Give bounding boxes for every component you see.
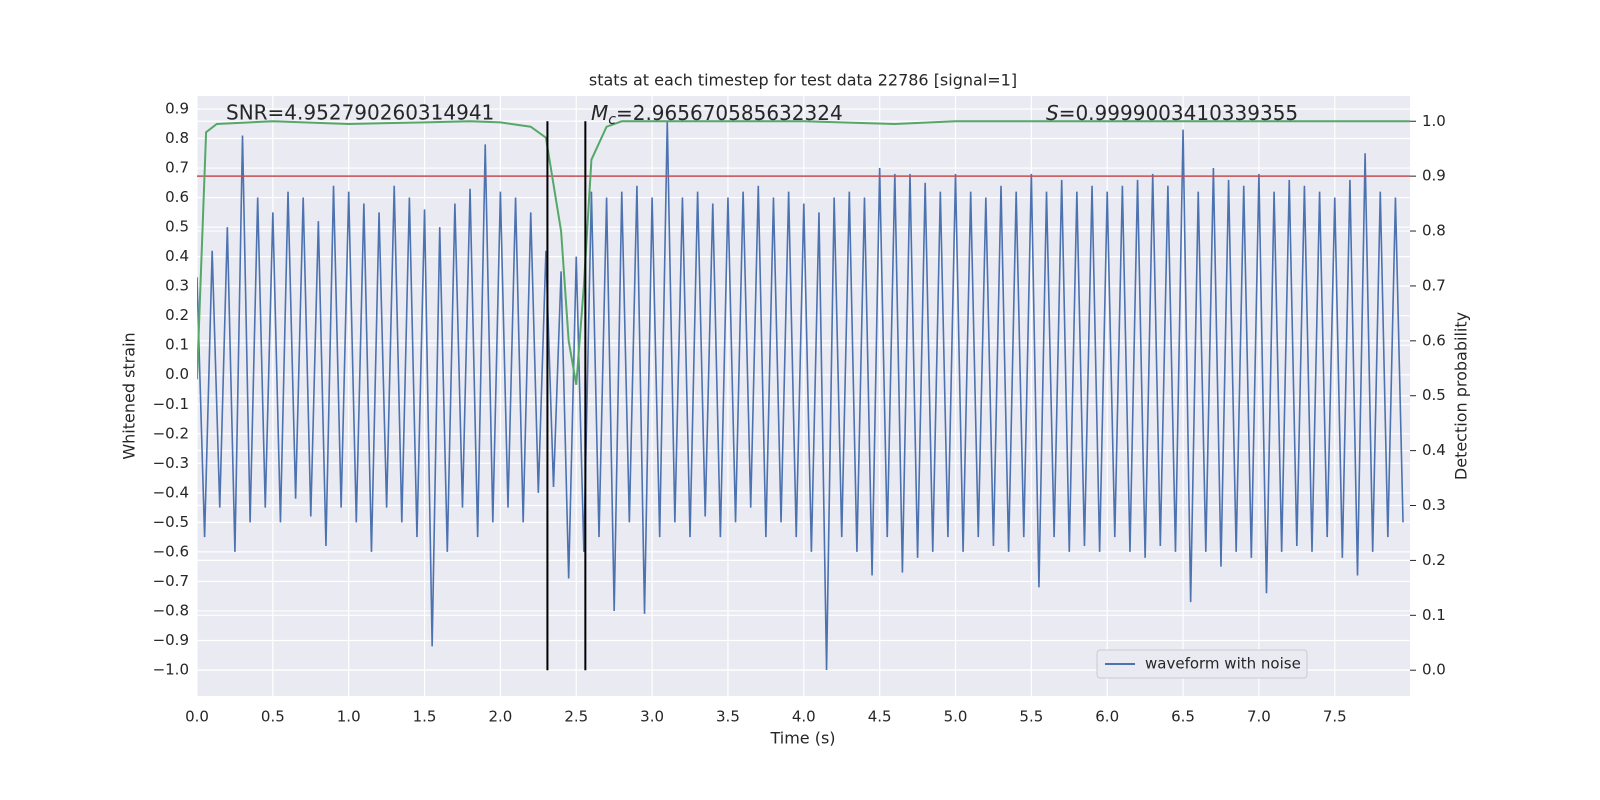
y-tick-label: 0.1: [165, 336, 189, 354]
probability-line: [197, 120, 1410, 385]
y2-tick-label: 0.1: [1422, 606, 1446, 624]
x-tick-label: 4.0: [792, 708, 816, 726]
x-tick-label: 2.5: [564, 708, 588, 726]
y-tick-label: 0.9: [165, 99, 189, 117]
y-tick-label: 0.6: [165, 188, 189, 206]
mc-symbol: M: [591, 101, 608, 125]
s-value: =0.9999003410339355: [1059, 101, 1298, 125]
x-tick-label: 6.0: [1095, 708, 1119, 726]
x-tick-label: 3.5: [716, 708, 740, 726]
y2-tick-label: 0.3: [1422, 496, 1446, 514]
chart-title: stats at each timestep for test data 227…: [589, 71, 1017, 90]
x-tick-label: 5.0: [944, 708, 968, 726]
x-tick-label: 2.0: [488, 708, 512, 726]
y-tick-label: −0.3: [153, 454, 189, 472]
x-tick-label: 1.5: [413, 708, 437, 726]
y2-tick-label: 1.0: [1422, 112, 1446, 130]
series-line: [197, 120, 1404, 671]
y-tick-label: −0.8: [153, 601, 189, 619]
legend-label: waveform with noise: [1145, 655, 1301, 673]
y-tick-label: 0.5: [165, 218, 189, 236]
y-tick-label: −0.1: [153, 395, 189, 413]
y-tick-label: −1.0: [153, 661, 189, 679]
y2-tick-label: 0.2: [1422, 551, 1446, 569]
y-tick-label: 0.8: [165, 129, 189, 147]
y-tick-label: −0.5: [153, 513, 189, 531]
mc-annotation: Mc=2.965670585632324: [591, 101, 843, 129]
y-tick-label: 0.7: [165, 159, 189, 177]
y-tick-label: −0.4: [153, 483, 189, 501]
y-tick-label: 0.0: [165, 365, 189, 383]
y-tick-label: −0.2: [153, 424, 189, 442]
s-annotation: S=0.9999003410339355: [1046, 101, 1298, 125]
y2-tick-label: 0.0: [1422, 661, 1446, 679]
x-axis-label: Time (s): [769, 729, 835, 748]
y2-tick-label: 0.9: [1422, 167, 1446, 185]
y2-tick-label: 0.5: [1422, 386, 1446, 404]
x-tick-label: 7.0: [1247, 708, 1271, 726]
x-tick-label: 5.5: [1019, 708, 1043, 726]
y-axis-label: Whitened strain: [120, 332, 139, 459]
y2-axis-label: Detection probability: [1452, 312, 1471, 480]
y-tick-label: 0.2: [165, 306, 189, 324]
y-tick-label: 0.4: [165, 247, 189, 265]
x-tick-label: 1.0: [337, 708, 361, 726]
x-tick-label: 0.0: [185, 708, 209, 726]
y2-tick-label: 0.4: [1422, 441, 1446, 459]
y-tick-label: −0.6: [153, 542, 189, 560]
x-tick-label: 4.5: [868, 708, 892, 726]
mc-subscript: c: [608, 112, 616, 128]
y2-tick-label: 0.6: [1422, 331, 1446, 349]
x-tick-label: 6.5: [1171, 708, 1195, 726]
s-symbol: S: [1046, 101, 1059, 125]
y-tick-label: 0.3: [165, 277, 189, 295]
x-tick-label: 3.0: [640, 708, 664, 726]
y2-tick-label: 0.8: [1422, 222, 1446, 240]
x-tick-label: 7.5: [1323, 708, 1347, 726]
snr-annotation: SNR=4.952790260314941: [226, 101, 494, 125]
x-tick-label: 0.5: [261, 708, 285, 726]
legend-box: [1096, 649, 1308, 679]
mc-value: =2.965670585632324: [616, 101, 843, 125]
y2-tick-label: 0.7: [1422, 276, 1446, 294]
y-tick-label: −0.7: [153, 572, 189, 590]
y-tick-label: −0.9: [153, 631, 189, 649]
